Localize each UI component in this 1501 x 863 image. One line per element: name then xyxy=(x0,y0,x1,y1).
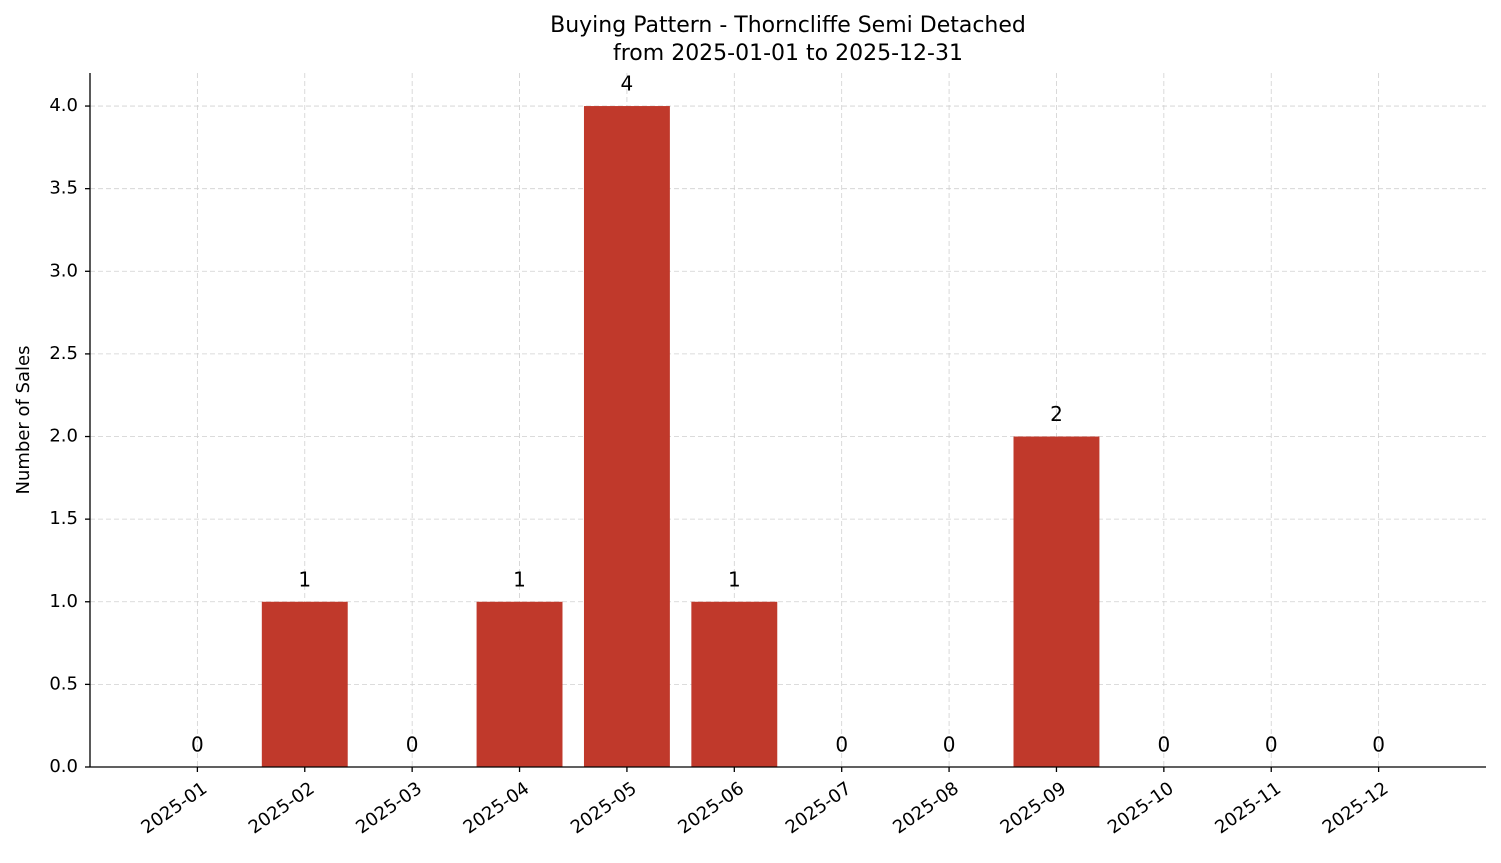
value-label: 0 xyxy=(1372,733,1385,757)
x-tick-label: 2025-12 xyxy=(1319,778,1393,838)
y-tick-label: 1.5 xyxy=(49,508,78,529)
x-tick-label: 2025-08 xyxy=(889,778,963,838)
y-tick-label: 1.0 xyxy=(49,591,78,612)
y-tick-label: 3.5 xyxy=(49,178,78,199)
value-label: 1 xyxy=(728,567,741,591)
x-tick-label: 2025-03 xyxy=(352,778,426,838)
y-tick-label: 3.0 xyxy=(49,260,78,281)
value-label: 0 xyxy=(191,733,204,757)
value-label: 0 xyxy=(406,733,419,757)
bar xyxy=(691,601,778,767)
y-tick-label: 0.0 xyxy=(49,756,78,777)
x-tick-label: 2025-11 xyxy=(1211,778,1285,838)
chart-title: Buying Pattern - Thorncliffe Semi Detach… xyxy=(550,13,1026,38)
y-tick-label: 2.5 xyxy=(49,343,78,364)
x-tick-label: 2025-05 xyxy=(567,778,641,838)
value-label: 0 xyxy=(835,733,848,757)
x-tick-label: 2025-10 xyxy=(1104,778,1178,838)
y-tick-label: 2.0 xyxy=(49,426,78,447)
x-tick-label: 2025-07 xyxy=(782,778,856,838)
y-tick-label: 4.0 xyxy=(49,95,78,116)
bar xyxy=(261,601,348,767)
bar xyxy=(1013,436,1100,767)
value-label: 1 xyxy=(298,567,311,591)
chart-subtitle: from 2025-01-01 to 2025-12-31 xyxy=(613,41,963,66)
x-tick-label: 2025-09 xyxy=(997,778,1071,838)
value-label: 0 xyxy=(1265,733,1278,757)
value-label: 2 xyxy=(1050,402,1063,426)
y-axis-label: Number of Sales xyxy=(13,345,34,494)
y-tick-label: 0.5 xyxy=(49,673,78,694)
x-tick-label: 2025-01 xyxy=(137,778,211,838)
bar xyxy=(583,106,670,768)
value-label: 0 xyxy=(1157,733,1170,757)
x-tick-label: 2025-06 xyxy=(674,778,748,838)
x-tick-label: 2025-04 xyxy=(460,778,534,838)
value-label: 4 xyxy=(621,72,634,96)
bar xyxy=(476,601,563,767)
value-label: 0 xyxy=(943,733,956,757)
x-tick-label: 2025-02 xyxy=(245,778,319,838)
value-label: 1 xyxy=(513,567,526,591)
